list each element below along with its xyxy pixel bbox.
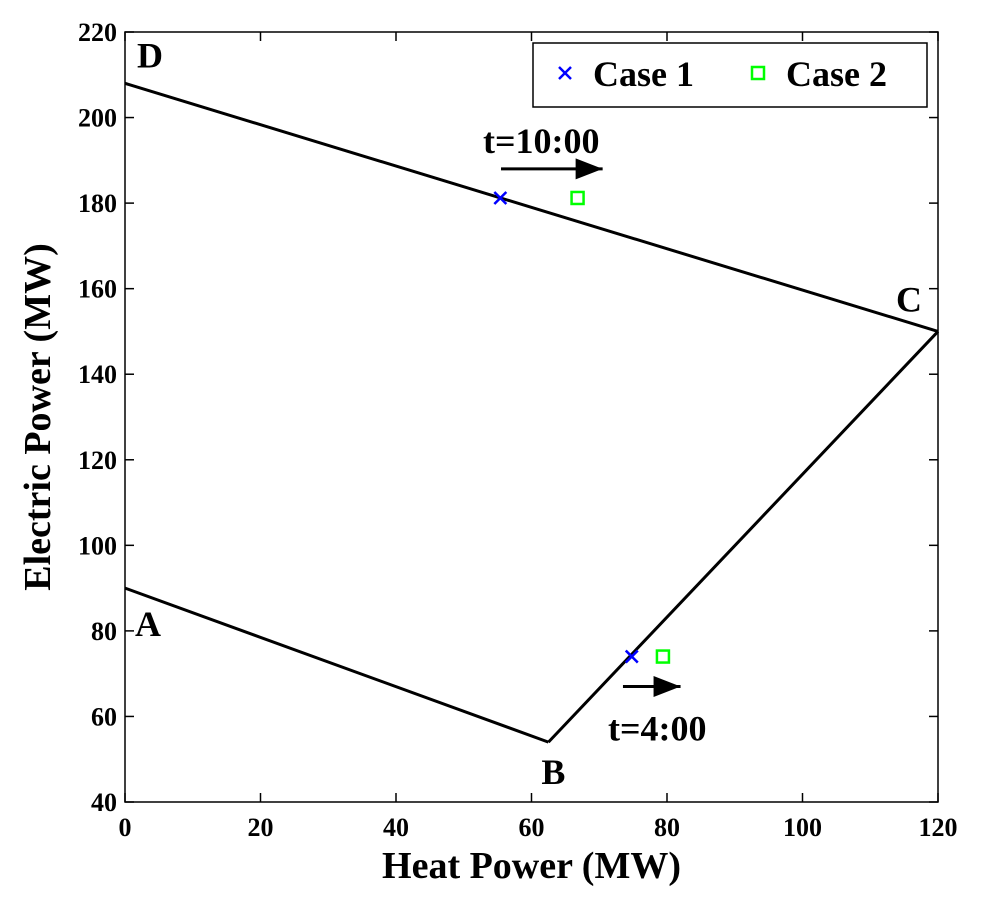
x-tick-label: 20 — [248, 813, 274, 842]
x-stroke — [558, 66, 572, 80]
x-tick-label: 100 — [783, 813, 822, 842]
legend-box — [532, 42, 928, 108]
legend-marker-1 — [558, 66, 572, 80]
legend-marker-2 — [750, 65, 766, 81]
y-axis-label: Electric Power (MW) — [17, 243, 59, 590]
x-tick-label: 40 — [383, 813, 409, 842]
series1-point-2 — [624, 649, 639, 664]
series2-point-2 — [655, 649, 671, 664]
square-outline — [750, 65, 766, 81]
annotations: t=10:00 t=4:00 — [483, 121, 706, 749]
series1-point-1 — [493, 191, 508, 205]
y-tick-label: 160 — [78, 275, 117, 304]
y-tick-label: 100 — [78, 531, 117, 560]
square-outline — [570, 190, 585, 206]
y-tick-label: 120 — [78, 446, 117, 475]
x-tick-label: 120 — [919, 813, 958, 842]
operating-region: A B C D — [124, 35, 940, 792]
region-edge-BC — [547, 330, 940, 744]
x-tick-label: 0 — [119, 813, 132, 842]
y-tick-label: 180 — [78, 189, 117, 218]
vertex-label-b: B — [541, 752, 565, 792]
vertex-label-a: A — [135, 604, 161, 644]
y-tick-label: 220 — [78, 18, 117, 47]
vertex-label-d: D — [137, 35, 163, 75]
x-tick-label: 80 — [654, 813, 680, 842]
y-tick-label: 80 — [91, 617, 117, 646]
y-tick-label: 60 — [91, 702, 117, 731]
square-outline — [655, 649, 671, 664]
legend-label-1: Case 1 — [593, 54, 694, 94]
legend-label-2: Case 2 — [786, 54, 887, 94]
vertex-label-c: C — [896, 279, 922, 319]
region-edge-CD — [124, 81, 939, 333]
legend: Case 1 Case 2 — [532, 42, 928, 108]
x-stroke — [493, 191, 508, 205]
y-tick-label: 40 — [91, 788, 117, 817]
annotation-label-2: t=4:00 — [608, 709, 707, 749]
ticks: 0 20 40 60 80 100 120 40 60 80 100 120 140 160 180 200 2… — [78, 18, 958, 842]
annotation-label-1: t=10:00 — [483, 121, 600, 161]
x-stroke — [624, 649, 639, 664]
data-points — [493, 190, 671, 664]
region-edge-AB — [124, 586, 549, 744]
x-tick-label: 60 — [519, 813, 545, 842]
y-tick-label: 200 — [78, 104, 117, 133]
series2-point-1 — [570, 190, 585, 206]
x-axis-label: Heat Power (MW) — [382, 845, 681, 887]
y-tick-label: 140 — [78, 360, 117, 389]
